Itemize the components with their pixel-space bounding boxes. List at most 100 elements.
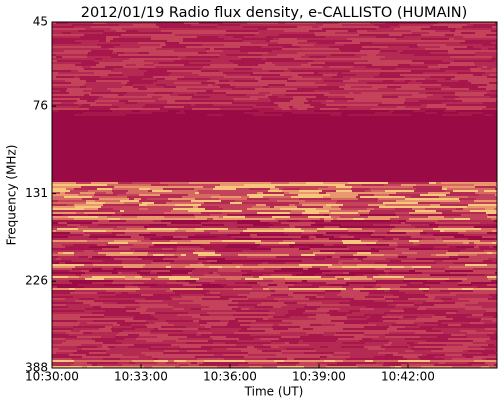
spectrum-cell xyxy=(248,362,277,364)
spectrum-cell xyxy=(448,50,479,52)
spectrum-cell xyxy=(361,56,385,58)
spectrum-cell xyxy=(263,344,272,346)
spectrum-cell xyxy=(361,70,383,72)
spectrum-cell xyxy=(428,192,450,194)
spectrum-cell xyxy=(172,354,184,356)
spectrum-cell xyxy=(171,210,188,212)
spectrum-cell xyxy=(455,206,467,208)
spectrum-cell xyxy=(238,56,245,58)
spectrum-cell xyxy=(421,260,434,262)
spectrum-cell xyxy=(263,196,291,198)
spectrum-cell xyxy=(483,30,491,32)
spectrum-cell xyxy=(145,288,170,290)
spectrum-cell xyxy=(76,212,84,214)
spectrum-cell xyxy=(332,184,345,186)
spectrum-row xyxy=(52,34,497,36)
spectrum-cell xyxy=(209,302,238,304)
spectrum-cell xyxy=(349,256,367,258)
spectrum-cell xyxy=(104,314,119,316)
spectrum-cell xyxy=(258,28,267,30)
spectrum-cell xyxy=(52,298,65,300)
spectrum-cell xyxy=(57,60,90,62)
spectrum-cell xyxy=(88,62,99,64)
y-tick-label: 226 xyxy=(25,274,48,288)
spectrum-cell xyxy=(470,308,493,310)
spectrum-cell xyxy=(357,264,387,266)
spectrum-cell xyxy=(348,104,378,106)
spectrum-cell xyxy=(128,334,139,336)
spectrum-cell xyxy=(204,360,216,362)
spectrum-cell xyxy=(390,270,409,272)
spectrum-cell xyxy=(446,108,474,110)
spectrum-cell xyxy=(113,192,126,194)
spectrum-cell xyxy=(52,100,77,102)
spectrum-cell xyxy=(412,60,442,62)
spectrum-cell xyxy=(352,40,363,42)
spectrum-cell xyxy=(304,48,308,50)
spectrum-cell xyxy=(234,64,238,66)
spectrum-cell xyxy=(52,98,80,100)
spectrum-cell xyxy=(444,226,474,228)
spectrum-cell xyxy=(301,254,315,256)
spectrum-cell xyxy=(52,54,56,56)
spectrum-cell xyxy=(473,74,482,76)
spectrum-cell xyxy=(65,80,86,82)
spectrum-cell xyxy=(461,204,468,206)
spectrum-cell xyxy=(473,340,486,342)
spectrum-cell xyxy=(88,214,94,216)
spectrum-cell xyxy=(456,346,468,348)
spectrum-cell xyxy=(486,34,495,36)
spectrum-cell xyxy=(112,188,139,190)
spectrum-cell xyxy=(87,54,118,56)
spectrum-cell xyxy=(412,208,425,210)
spectrum-cell xyxy=(301,64,311,66)
spectrum-cell xyxy=(267,26,297,28)
spectrum-cell xyxy=(376,328,387,330)
spectrum-cell xyxy=(74,78,80,80)
spectrum-cell xyxy=(261,240,283,242)
spectrum-cell xyxy=(238,326,250,328)
spectrum-cell xyxy=(177,246,200,248)
spectrum-cell xyxy=(448,340,457,342)
spectrum-cell xyxy=(184,106,195,108)
spectrum-cell xyxy=(492,260,497,262)
spectrum-cell xyxy=(429,182,436,184)
spectrum-cell xyxy=(372,86,387,88)
spectrum-cell xyxy=(392,234,420,236)
spectrum-cell xyxy=(92,312,117,314)
spectrum-cell xyxy=(164,86,176,88)
spectrum-cell xyxy=(269,260,302,262)
spectrum-cell xyxy=(247,332,280,334)
spectrum-cell xyxy=(251,342,271,344)
spectrum-cell xyxy=(419,306,433,308)
spectrum-cell xyxy=(198,258,225,260)
spectrum-cell xyxy=(199,320,220,322)
spectrum-cell xyxy=(243,260,269,262)
spectrum-cell xyxy=(393,40,411,42)
spectrum-cell xyxy=(320,356,327,358)
spectrum-cell xyxy=(313,252,320,254)
spectrum-cell xyxy=(280,236,301,238)
spectrum-cell xyxy=(473,268,497,270)
spectrum-cell xyxy=(97,78,115,80)
spectrum-cell xyxy=(282,48,304,50)
spectrum-cell xyxy=(324,220,331,222)
spectrum-cell xyxy=(120,210,124,212)
spectrum-cell xyxy=(268,96,272,98)
spectrum-cell xyxy=(239,338,254,340)
spectrum-cell xyxy=(60,90,66,92)
spectrum-cell xyxy=(247,54,262,56)
spectrum-cell xyxy=(84,68,113,70)
spectrum-cell xyxy=(450,326,479,328)
spectrum-cell xyxy=(492,98,497,100)
spectrum-cell xyxy=(82,198,99,200)
spectrum-cell xyxy=(326,192,349,194)
spectrum-cell xyxy=(303,356,320,358)
spectrum-cell xyxy=(342,286,364,288)
spectrum-cell xyxy=(103,32,136,34)
spectrum-cell xyxy=(195,30,226,32)
spectrum-cell xyxy=(74,218,93,220)
spectrum-cell xyxy=(420,194,446,196)
spectrum-cell xyxy=(139,60,144,62)
spectrum-row xyxy=(52,134,497,136)
